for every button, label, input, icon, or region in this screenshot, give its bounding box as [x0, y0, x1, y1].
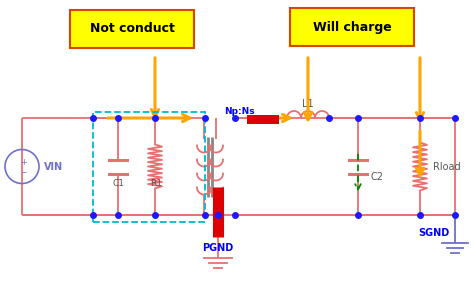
Text: L1: L1 [302, 99, 314, 109]
Text: SGND: SGND [419, 228, 450, 238]
Text: Not conduct: Not conduct [90, 23, 174, 35]
Text: Np:Ns: Np:Ns [224, 108, 255, 117]
Text: Rload: Rload [433, 162, 461, 172]
Text: –: – [21, 167, 27, 178]
Text: C2: C2 [371, 172, 384, 181]
Text: +: + [20, 158, 27, 167]
Text: PGND: PGND [202, 243, 234, 253]
Text: C1: C1 [113, 179, 125, 188]
FancyBboxPatch shape [290, 8, 414, 46]
Text: Will charge: Will charge [313, 21, 392, 33]
Bar [247, 114, 279, 123]
Text: VIN: VIN [44, 162, 63, 172]
FancyBboxPatch shape [70, 10, 194, 48]
Text: R1: R1 [150, 179, 162, 188]
Bar [93, 112, 205, 222]
